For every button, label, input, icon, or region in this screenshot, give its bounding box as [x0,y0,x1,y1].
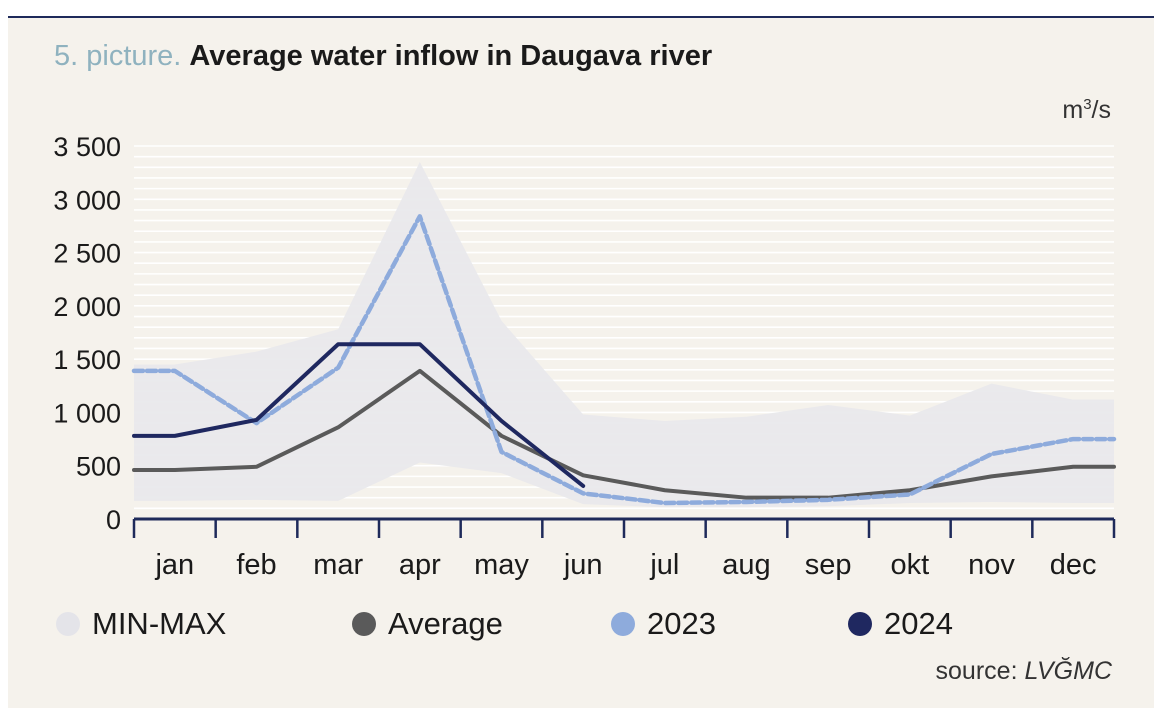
unit-label: m3/s [1062,96,1111,124]
legend-label-2023: 2023 [647,606,716,641]
x-tick-label: okt [890,549,929,581]
series-2023-line [131,214,1117,506]
y-tick-label: 0 [106,505,121,535]
series-2024-line [132,342,586,488]
x-tick-label: jul [649,549,679,581]
legend-swatch-2023 [611,612,635,636]
legend-swatch-minmax [56,612,80,636]
legend-item-minmax: MIN-MAX [56,606,226,642]
x-tick-label: may [474,549,529,581]
x-tick-label: mar [313,549,363,581]
legend-item-average: Average [352,606,503,642]
x-tick-label: apr [399,549,441,581]
legend-swatch-2024 [848,612,872,636]
y-tick-label: 1 000 [53,398,121,428]
min-max-area [134,161,1114,508]
min-max-band [134,161,1114,508]
x-tick-label: sep [805,549,852,581]
series-lines [131,214,1117,506]
legend-label-2024: 2024 [884,606,953,641]
legend-swatch-average [352,612,376,636]
y-tick-label: 1 500 [53,345,121,375]
x-tick-label: aug [722,549,770,581]
source-name: LVĞMC [1024,657,1112,685]
axes: 0 500 1 000 1 500 2 000 2 500 3 000 3 500 jan feb… [53,132,1116,581]
x-tick-label: jan [154,549,194,581]
y-tick-label: 3 000 [53,185,121,215]
legend-label-minmax: MIN-MAX [92,606,227,641]
x-tick-label: nov [968,549,1015,581]
legend-item-2024: 2024 [848,606,953,642]
title-text: Average water inflow in Daugava river [189,40,713,72]
y-tick-label: 2 500 [53,239,121,269]
y-tick-label: 2 000 [53,292,121,322]
source-note: source: LVĞMC [936,657,1112,686]
source-prefix: source: [935,657,1025,685]
x-tick-label: feb [236,549,276,581]
legend-label-average: Average [388,606,503,641]
x-tick-label: jun [563,549,603,581]
picture-number: 5. picture. [54,40,182,72]
x-tick-label: dec [1050,549,1097,581]
legend-item-2023: 2023 [611,606,716,642]
y-tick-label: 3 500 [53,132,121,162]
chart-title: 5. picture. Average water inflow in Daug… [54,40,712,73]
y-tick-label: 500 [76,452,121,482]
series-average-line [132,368,1116,500]
